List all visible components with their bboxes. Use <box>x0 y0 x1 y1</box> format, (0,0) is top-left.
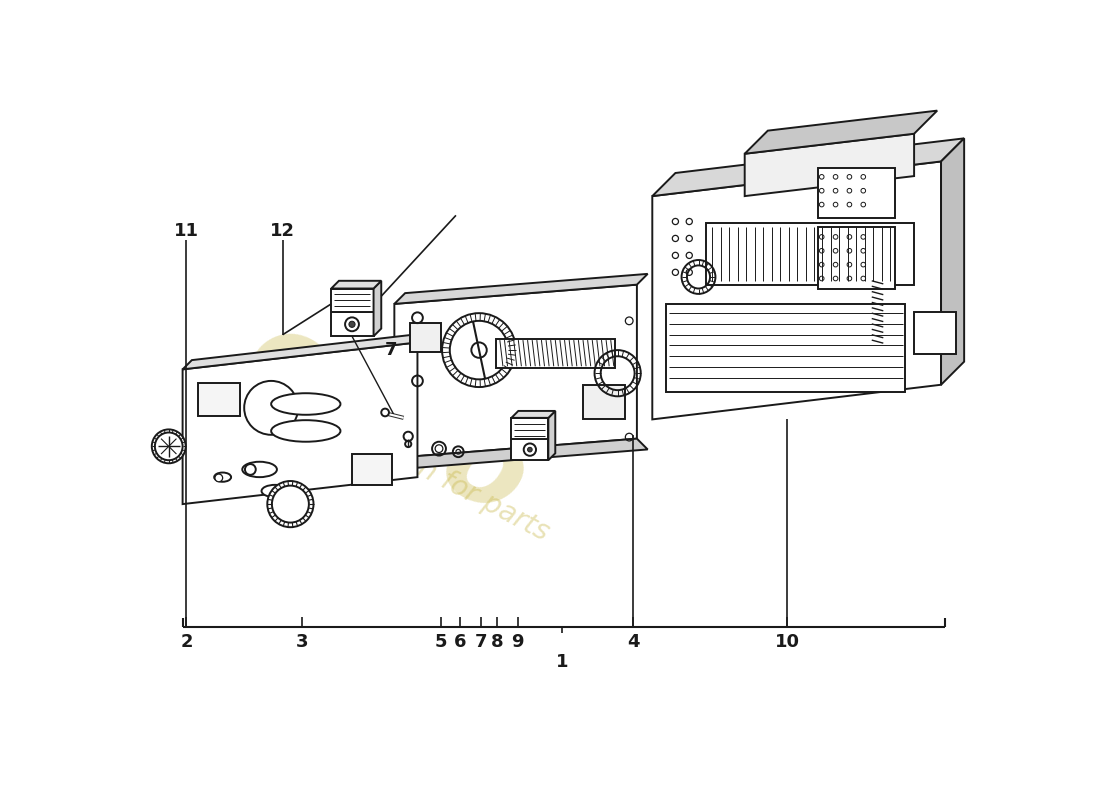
Text: 7: 7 <box>474 634 487 651</box>
Polygon shape <box>395 438 648 469</box>
Bar <box>198 383 240 415</box>
Polygon shape <box>745 134 914 196</box>
Polygon shape <box>183 342 418 504</box>
Ellipse shape <box>272 394 341 414</box>
Polygon shape <box>512 411 556 418</box>
Text: 11: 11 <box>174 222 199 240</box>
Polygon shape <box>652 162 942 419</box>
Text: 1: 1 <box>556 654 569 671</box>
Polygon shape <box>745 110 937 154</box>
Polygon shape <box>395 274 648 304</box>
Bar <box>818 227 895 289</box>
Circle shape <box>405 441 411 447</box>
Ellipse shape <box>152 430 186 463</box>
Polygon shape <box>395 285 637 458</box>
Text: 10: 10 <box>774 634 800 651</box>
Polygon shape <box>942 138 964 385</box>
Ellipse shape <box>262 485 288 497</box>
Ellipse shape <box>267 481 314 527</box>
Text: 12: 12 <box>271 222 295 240</box>
Polygon shape <box>652 138 964 196</box>
Ellipse shape <box>272 486 309 522</box>
Polygon shape <box>183 333 427 370</box>
Bar <box>352 454 392 485</box>
Text: 2: 2 <box>180 634 192 651</box>
Bar <box>409 323 440 353</box>
Bar <box>583 385 625 419</box>
Bar <box>496 338 615 368</box>
Text: 8: 8 <box>491 634 503 651</box>
Circle shape <box>349 322 355 327</box>
Bar <box>706 223 914 285</box>
Text: 5: 5 <box>434 634 447 651</box>
Text: 4: 4 <box>627 634 639 651</box>
Polygon shape <box>374 281 382 336</box>
Text: euro: euro <box>226 298 548 542</box>
Bar <box>818 168 895 218</box>
Polygon shape <box>512 418 548 460</box>
Polygon shape <box>548 411 556 460</box>
Text: 7: 7 <box>384 341 397 359</box>
Circle shape <box>404 432 412 441</box>
Circle shape <box>214 474 222 482</box>
Ellipse shape <box>272 420 341 442</box>
Text: 6: 6 <box>453 634 466 651</box>
Circle shape <box>245 464 255 475</box>
Polygon shape <box>331 289 374 336</box>
Circle shape <box>382 409 389 416</box>
Bar <box>914 312 957 354</box>
Polygon shape <box>331 281 382 289</box>
Ellipse shape <box>155 433 183 460</box>
Text: 3: 3 <box>296 634 308 651</box>
Circle shape <box>528 447 532 452</box>
Bar <box>667 304 905 393</box>
Text: a passion for parts: a passion for parts <box>312 400 553 546</box>
Text: 9: 9 <box>512 634 524 651</box>
Ellipse shape <box>214 473 231 482</box>
Ellipse shape <box>242 462 277 477</box>
